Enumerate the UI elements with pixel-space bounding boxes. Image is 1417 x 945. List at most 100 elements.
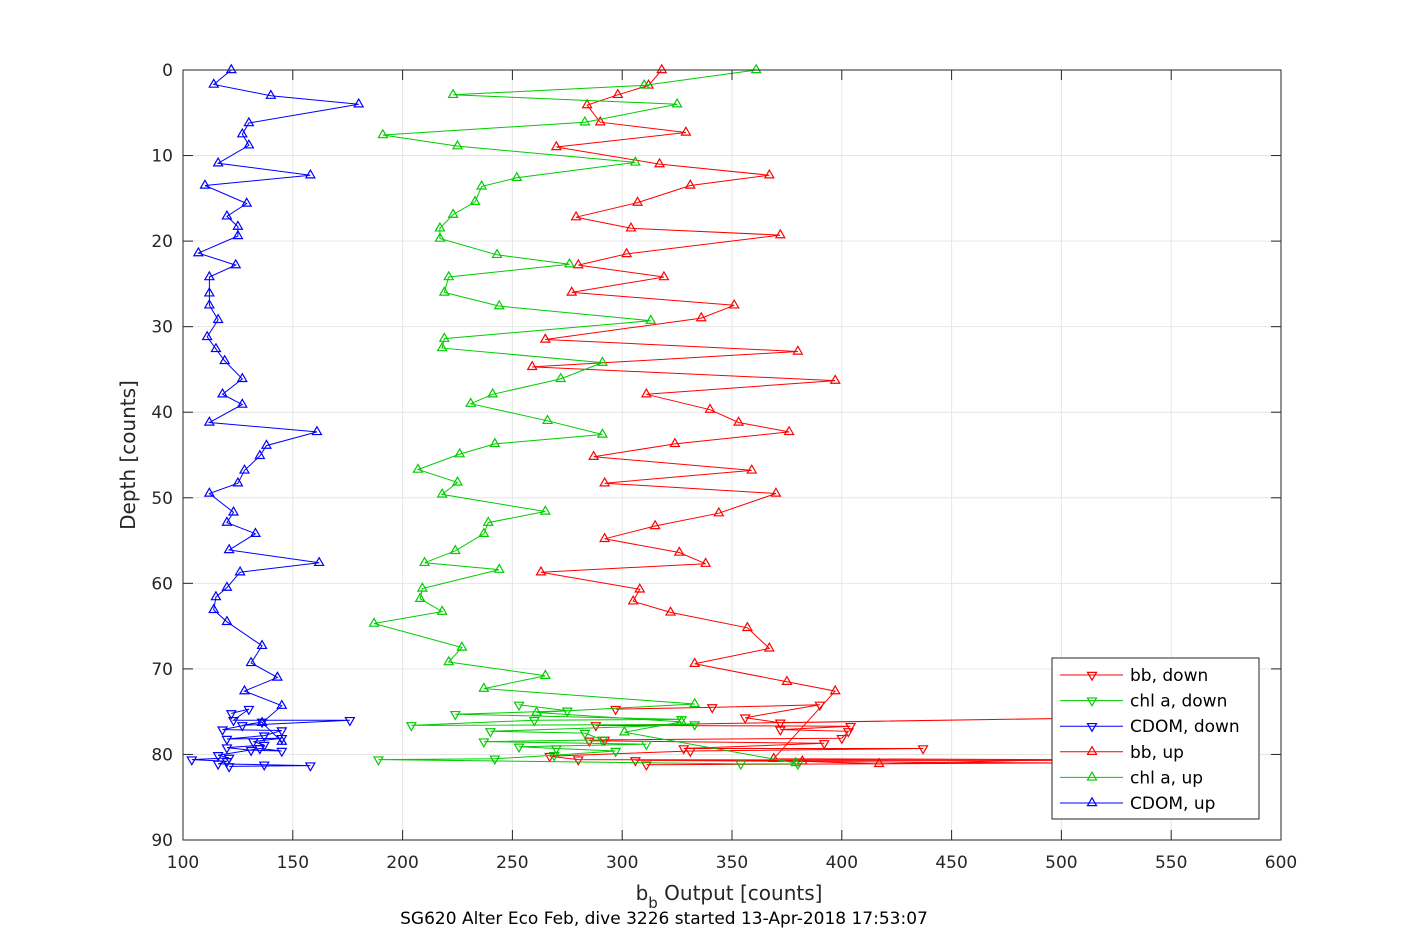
- data-point-cdom-down: [276, 747, 288, 758]
- data-point-chl-a-up: [675, 715, 688, 726]
- data-point-chl-a-up: [511, 171, 523, 182]
- series-line-chl-a-down: [378, 704, 798, 765]
- legend-label: bb, down: [1130, 666, 1208, 686]
- data-point-bb-up: [566, 286, 578, 296]
- data-point-cdom-up: [221, 516, 233, 526]
- data-point-chl-a-up: [563, 257, 576, 268]
- y-tick-label: 30: [151, 318, 173, 338]
- data-point-bb-up: [632, 196, 644, 206]
- data-point-chl-a-up: [539, 669, 551, 679]
- data-point-cdom-up: [304, 168, 316, 179]
- data-point-bb-up: [535, 565, 547, 576]
- data-point-bb-up: [684, 179, 696, 189]
- data-point-bb-up: [783, 425, 795, 436]
- data-point-chl-a-up: [451, 476, 464, 486]
- data-point-chl-a-up: [465, 397, 477, 407]
- data-point-chl-a-up: [412, 463, 424, 473]
- data-point-bb-down: [774, 719, 786, 730]
- data-point-chl-a-up: [469, 195, 481, 206]
- data-point-cdom-up: [232, 220, 244, 230]
- data-point-cdom-down: [254, 745, 266, 755]
- data-point-bb-up: [680, 126, 692, 136]
- data-point-cdom-down: [221, 758, 233, 768]
- legend-label: bb, up: [1130, 743, 1184, 763]
- data-point-chl-a-down: [550, 745, 562, 755]
- data-point-bb-up: [570, 210, 582, 221]
- data-point-chl-a-up: [438, 332, 450, 342]
- data-point-bb-down: [583, 737, 595, 748]
- data-point-bb-up: [653, 157, 666, 168]
- data-point-bb-down: [684, 747, 696, 758]
- y-tick-label: 20: [151, 232, 173, 252]
- data-point-chl-a-down: [513, 743, 525, 754]
- data-point-chl-a-down: [561, 707, 573, 718]
- data-point-cdom-up: [203, 270, 215, 281]
- data-point-chl-a-down: [596, 736, 608, 747]
- legend-entry-cdom-up: CDOM, up: [1060, 794, 1215, 814]
- data-point-bb-up: [669, 437, 681, 448]
- x-tick-label: 200: [386, 853, 418, 873]
- x-tick-label: 450: [935, 853, 967, 873]
- data-point-cdom-up: [221, 209, 233, 220]
- data-point-bb-up: [796, 754, 808, 765]
- data-point-chl-a-up: [618, 725, 630, 736]
- data-point-cdom-up: [249, 527, 262, 537]
- series-layer: [186, 63, 1067, 773]
- series-line-chl-a-up: [373, 69, 796, 764]
- data-point-cdom-down: [258, 761, 270, 772]
- data-point-cdom-up: [221, 581, 233, 591]
- data-point-chl-a-up: [671, 97, 683, 108]
- y-axis-label: Depth [counts]: [116, 380, 140, 530]
- data-point-bb-down: [572, 756, 584, 766]
- data-point-bb-down: [739, 714, 751, 724]
- data-point-bb-up: [728, 298, 740, 309]
- data-point-chl-a-up: [434, 221, 446, 232]
- data-point-chl-a-up: [493, 299, 505, 310]
- data-point-bb-up: [873, 757, 885, 768]
- data-point-bb-up: [704, 403, 716, 413]
- data-point-chl-a-down: [478, 738, 490, 748]
- data-point-bb-up: [599, 532, 611, 543]
- data-point-chl-a-down: [484, 728, 496, 738]
- data-point-chl-a-up: [539, 505, 551, 515]
- data-point-chl-a-up: [750, 63, 762, 74]
- y-tick-label: 50: [151, 489, 173, 509]
- x-tick-label: 100: [167, 853, 199, 873]
- data-point-bb-up: [673, 546, 685, 556]
- data-point-bb-up: [649, 519, 661, 530]
- data-point-bb-up: [792, 345, 804, 355]
- data-point-cdom-down: [258, 732, 270, 742]
- y-tick-label: 40: [151, 403, 173, 423]
- data-point-chl-a-up: [645, 314, 657, 324]
- data-point-cdom-up: [232, 476, 244, 487]
- data-point-chl-a-down: [548, 752, 560, 762]
- x-tick-label: 250: [496, 853, 528, 873]
- data-point-bb-up: [664, 606, 677, 616]
- data-point-cdom-up: [225, 63, 237, 74]
- legend-entry-bb-up: bb, up: [1060, 743, 1184, 763]
- data-point-cdom-up: [241, 197, 253, 207]
- data-point-cdom-up: [203, 416, 215, 426]
- series-line-cdom-up: [196, 69, 359, 742]
- data-point-cdom-up: [236, 372, 248, 383]
- data-point-cdom-up: [245, 656, 257, 667]
- data-point-bb-up: [594, 115, 606, 126]
- data-point-chl-a-up: [596, 428, 608, 438]
- data-point-chl-a-up: [456, 641, 468, 651]
- data-point-cdom-up: [212, 313, 224, 324]
- series-chl-a-down: [372, 701, 804, 771]
- data-point-cdom-up: [212, 156, 224, 167]
- data-point-chl-a-up: [436, 605, 448, 615]
- data-point-cdom-up: [311, 425, 323, 436]
- data-point-cdom-up: [201, 330, 213, 341]
- data-point-chl-a-up: [478, 527, 490, 537]
- data-point-chl-a-up: [416, 582, 428, 592]
- data-point-chl-a-up: [434, 232, 446, 242]
- series-line-cdom-down: [191, 708, 350, 767]
- data-point-chl-a-up: [579, 115, 591, 126]
- data-point-cdom-up: [234, 565, 246, 576]
- data-point-chl-a-up: [482, 516, 494, 526]
- data-point-chl-a-up: [443, 270, 455, 281]
- data-point-bb-up: [689, 657, 701, 668]
- legend-box: [1051, 657, 1260, 820]
